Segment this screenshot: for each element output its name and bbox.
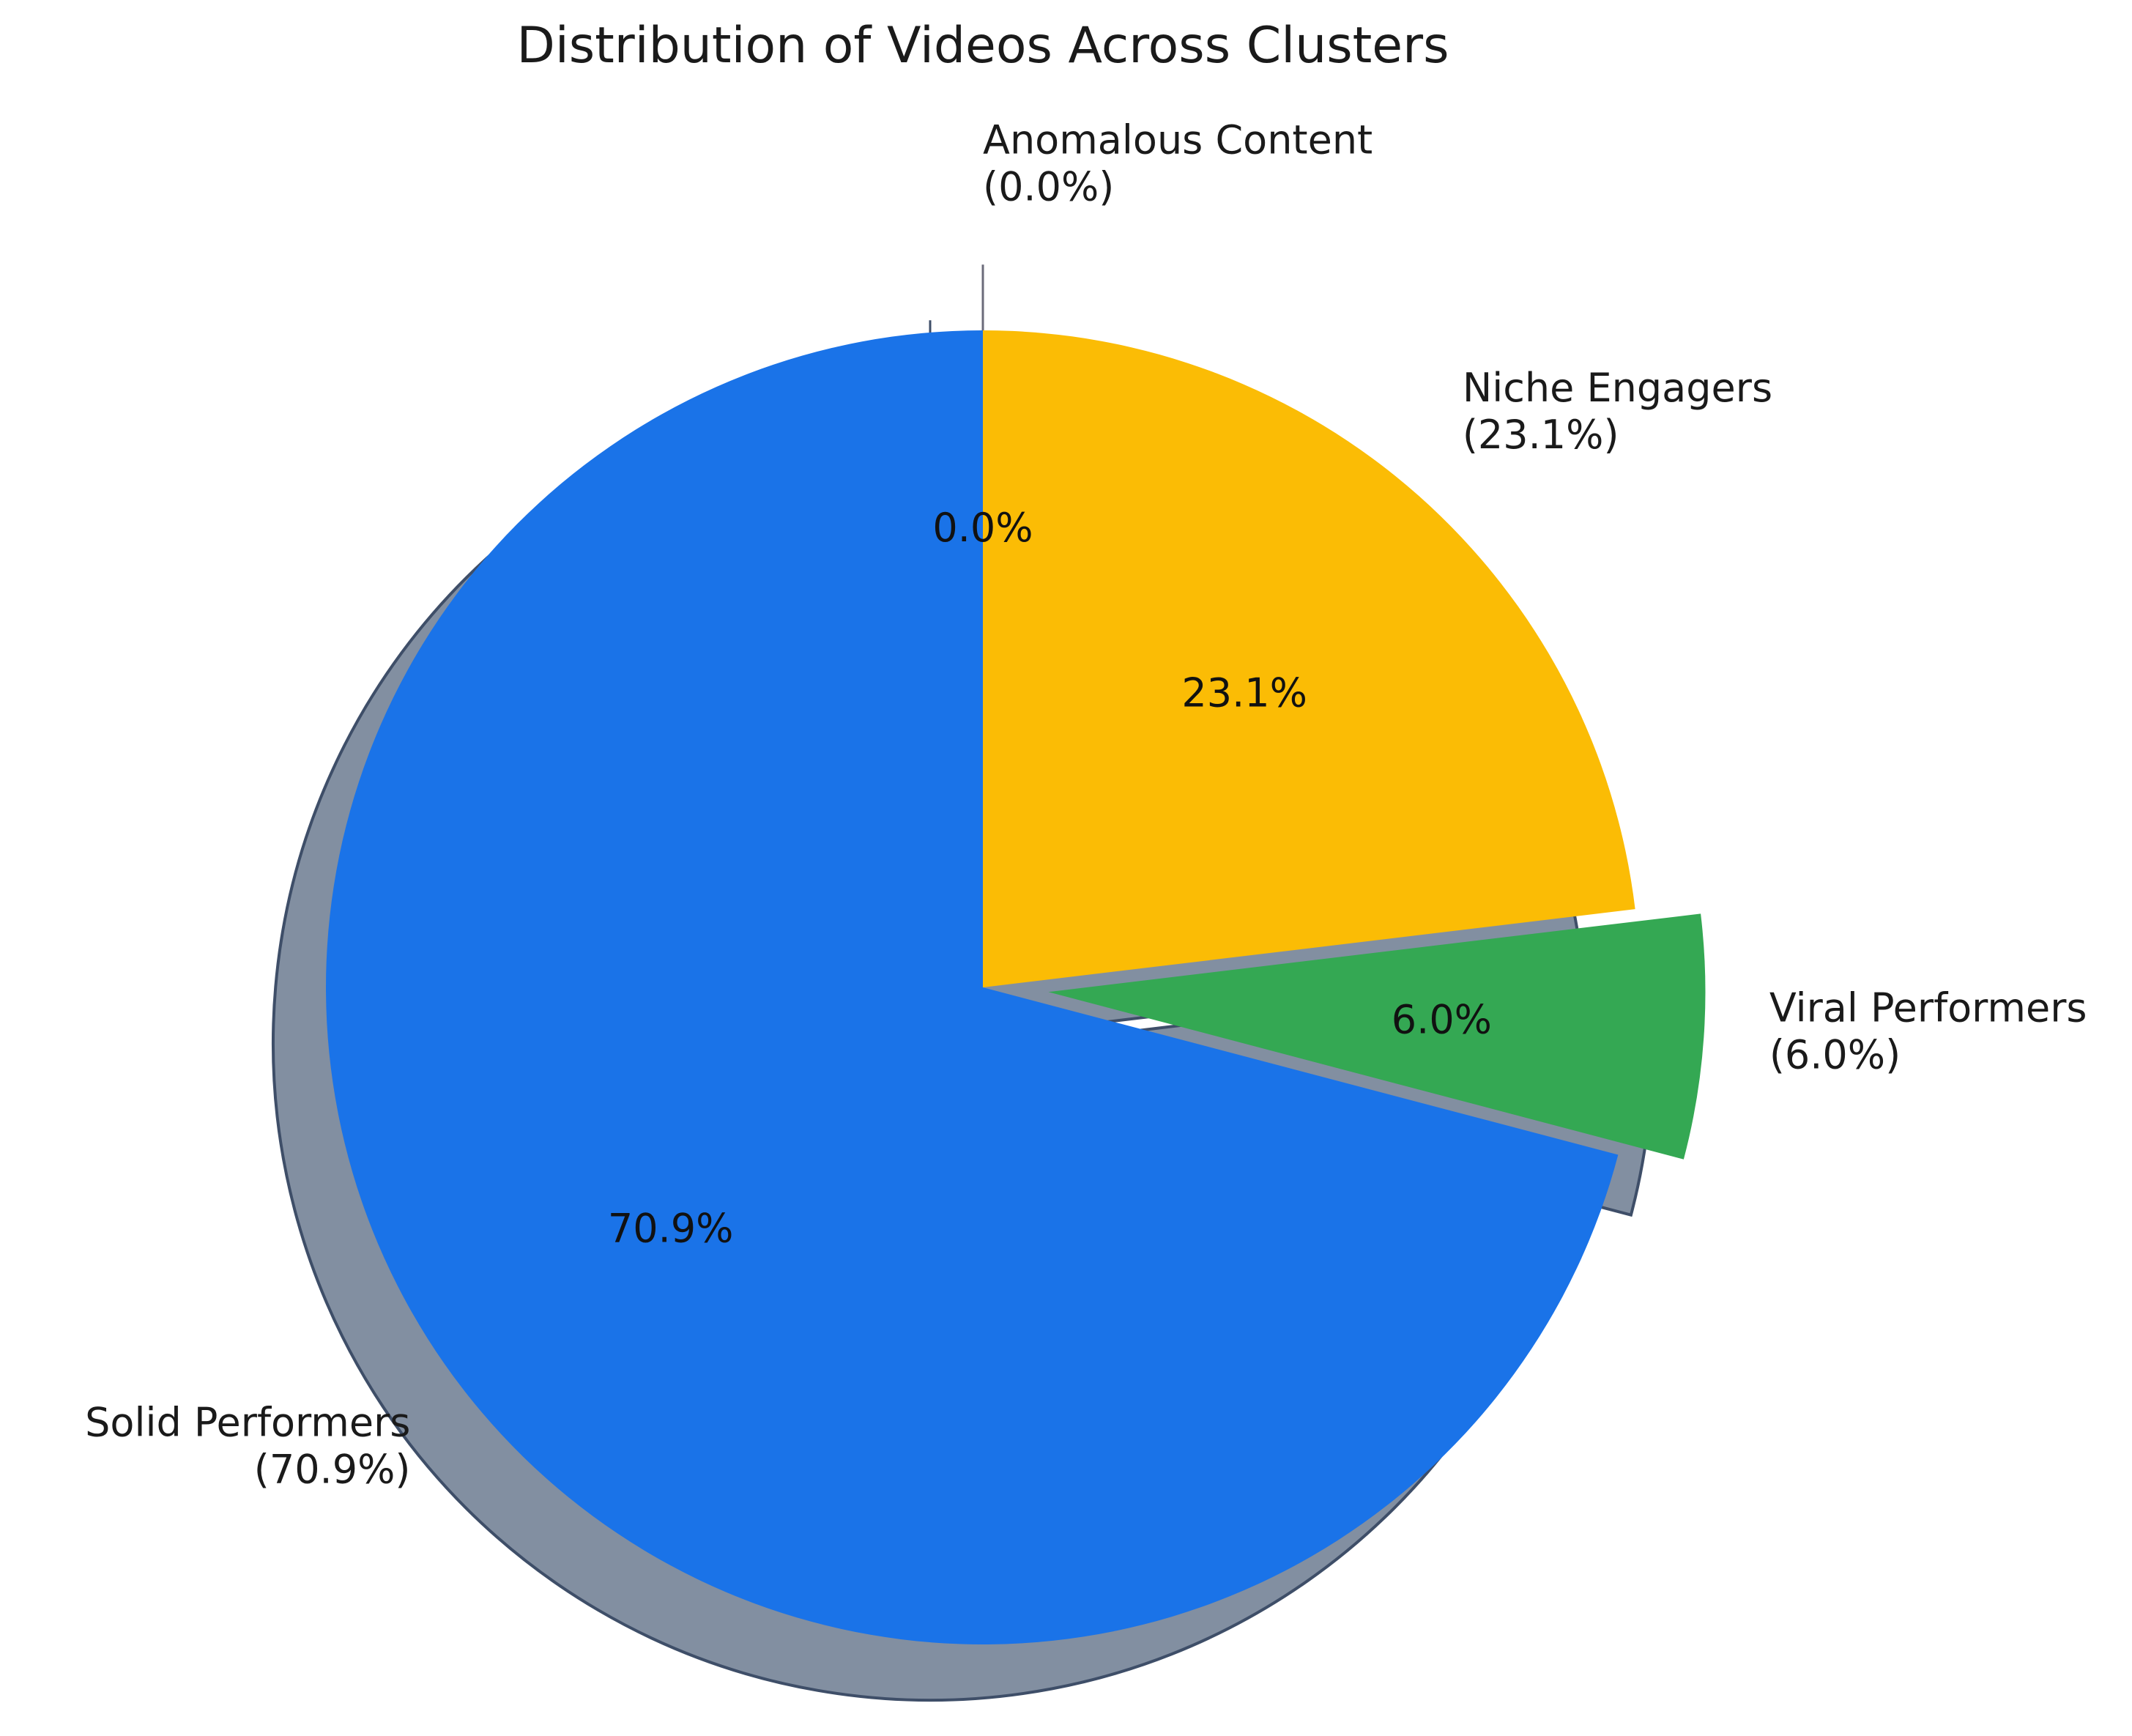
slice-pct-viral-performers: 6.0% <box>1392 996 1492 1042</box>
slice-label-viral-performers: Viral Performers <box>1769 984 2087 1031</box>
slice-solid-performers <box>326 330 1619 1644</box>
slice-label-pct-niche-engagers: (23.1%) <box>1463 412 1619 458</box>
slice-viral-performers <box>1048 913 1706 1160</box>
slice-label-niche-engagers: Niche Engagers <box>1463 365 1772 411</box>
pie-slices <box>326 264 1706 1644</box>
slice-pct-solid-performers: 70.9% <box>608 1206 734 1252</box>
slice-label-pct-anomalous-content: (0.0%) <box>983 164 1114 210</box>
slice-label-solid-performers: Solid Performers <box>85 1399 410 1445</box>
slice-pct-anomalous-content: 0.0% <box>932 505 1033 551</box>
pie-labels: Anomalous Content(0.0%) 0.0% Niche Engager… <box>85 117 2087 1493</box>
slice-pct-niche-engagers: 23.1% <box>1181 669 1307 716</box>
slice-label-pct-solid-performers: (70.9%) <box>254 1446 411 1492</box>
chart-title: Distribution of Videos Across Clusters <box>516 17 1449 75</box>
slice-label-anomalous-content: Anomalous Content <box>983 117 1373 163</box>
slice-niche-engagers <box>983 330 1635 987</box>
slice-label-pct-viral-performers: (6.0%) <box>1769 1031 1901 1077</box>
